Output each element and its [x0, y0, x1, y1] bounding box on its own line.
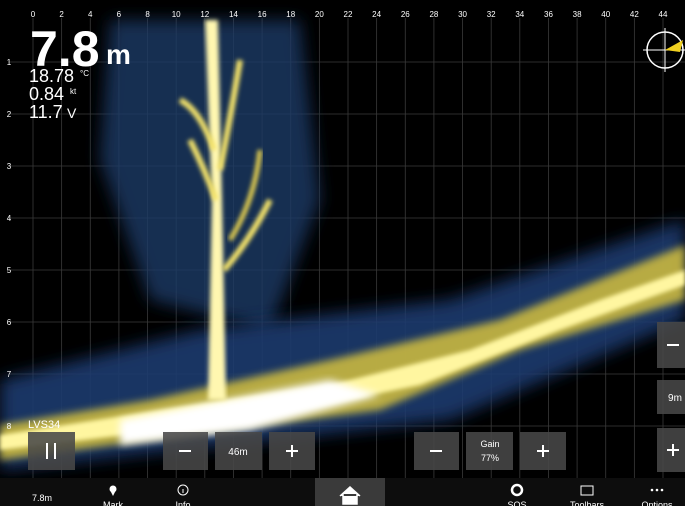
- depth-tick-label: 3: [7, 162, 12, 171]
- bottom-bar-item[interactable]: SOS: [507, 500, 526, 506]
- range-text: 46m: [228, 447, 247, 458]
- range-minus[interactable]: [163, 432, 208, 470]
- range-tick-label: 8: [145, 10, 150, 19]
- range-tick-label: 38: [573, 10, 582, 19]
- depth-tick-label: 8: [7, 422, 12, 431]
- bottom-bar-item[interactable]: Options: [641, 500, 673, 506]
- bottom-bar-item[interactable]: Toolbars: [570, 500, 605, 506]
- range-tick-label: 4: [88, 10, 93, 19]
- depth-tick-label: 6: [7, 318, 12, 327]
- sonar-screen: 0246810121416182022242628303234363840424…: [0, 0, 685, 506]
- temperature-value: 18.78: [29, 66, 74, 86]
- range-tick-label: 2: [59, 10, 64, 19]
- depth-tick-label: 5: [7, 266, 12, 275]
- speed-value: 0.84: [29, 84, 64, 104]
- depth-tick-label: 2: [7, 110, 12, 119]
- pause-button[interactable]: [28, 432, 75, 470]
- depth-tick-label: 4: [7, 214, 12, 223]
- zoom-text: 9m: [668, 393, 682, 404]
- gain-plus[interactable]: [520, 432, 566, 470]
- zoom-minus[interactable]: [657, 322, 685, 368]
- range-tick-label: 6: [117, 10, 122, 19]
- bottom-bar-item[interactable]: Mark: [103, 500, 123, 506]
- range-tick-label: 12: [200, 10, 209, 19]
- home-button[interactable]: [315, 478, 385, 506]
- range-tick-label: 18: [286, 10, 295, 19]
- depth-tick-label: 7: [7, 370, 12, 379]
- depth-unit: m: [106, 39, 131, 70]
- depth-tick-label: 1: [7, 58, 12, 67]
- bottom-bar: 7.8m Mark Info SOS Toolbars Options: [0, 478, 685, 506]
- gain-value: Gain 77%: [466, 432, 513, 470]
- range-tick-label: 10: [172, 10, 181, 19]
- options-icon: [651, 489, 664, 492]
- bottom-depth: 7.8m: [32, 493, 52, 503]
- voltage-value: 11.7: [29, 102, 63, 122]
- range-tick-label: 30: [458, 10, 467, 19]
- bottom-bar-item[interactable]: Info: [175, 500, 190, 506]
- range-tick-label: 14: [229, 10, 238, 19]
- range-tick-label: 40: [601, 10, 610, 19]
- range-tick-label: 28: [429, 10, 438, 19]
- channel-label: LVS34: [28, 419, 60, 431]
- range-value: 46m: [215, 432, 262, 470]
- range-tick-label: 24: [372, 10, 381, 19]
- range-tick-label: 16: [258, 10, 267, 19]
- voltage-unit: V: [67, 105, 77, 121]
- gain-label: Gain: [480, 439, 499, 449]
- range-tick-label: 22: [344, 10, 353, 19]
- range-tick-label: 36: [544, 10, 553, 19]
- zoom-value: 9m: [657, 380, 685, 414]
- gain-minus[interactable]: [414, 432, 459, 470]
- range-tick-label: 32: [487, 10, 496, 19]
- temperature-unit: °C: [80, 69, 89, 78]
- range-tick-label: 20: [315, 10, 324, 19]
- range-tick-label: 26: [401, 10, 410, 19]
- speed-unit: kt: [70, 87, 77, 96]
- zoom-plus[interactable]: [657, 428, 685, 472]
- range-tick-label: 44: [659, 10, 668, 19]
- gain-text: 77%: [481, 453, 499, 463]
- range-plus[interactable]: [269, 432, 315, 470]
- range-tick-label: 34: [515, 10, 524, 19]
- range-tick-label: 42: [630, 10, 639, 19]
- range-tick-label: 0: [31, 10, 36, 19]
